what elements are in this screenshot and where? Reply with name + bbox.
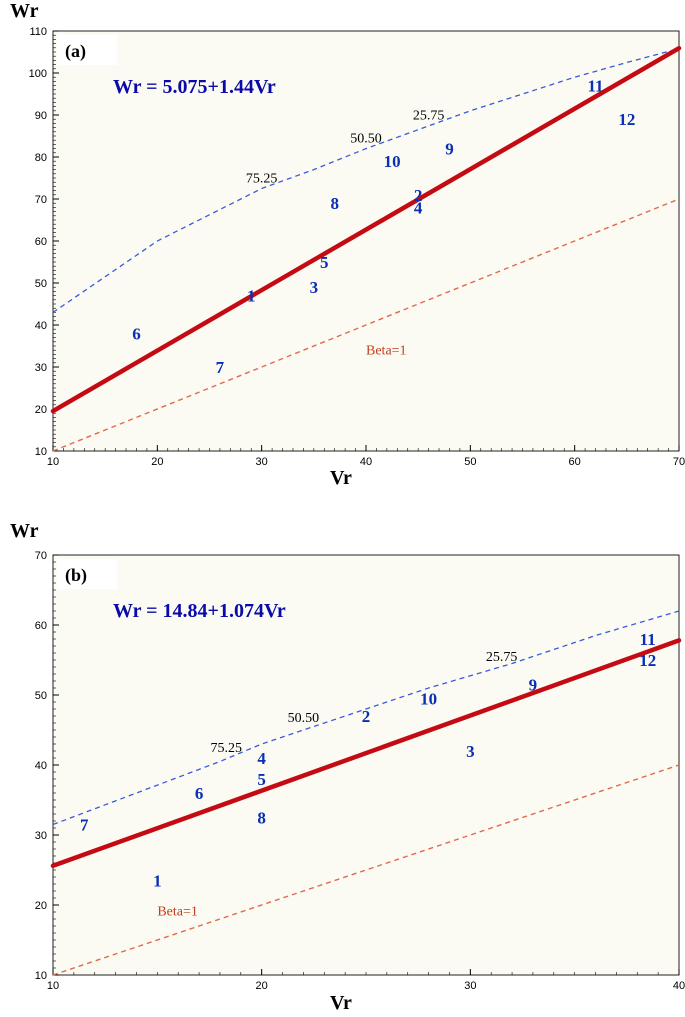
figure-page: Wr 1020304050607010203040506070809010011… xyxy=(0,0,685,1017)
svg-text:5: 5 xyxy=(257,770,266,789)
svg-text:10: 10 xyxy=(420,690,437,709)
svg-text:4: 4 xyxy=(257,749,266,768)
svg-text:Wr = 14.84+1.074Vr: Wr = 14.84+1.074Vr xyxy=(113,600,286,622)
svg-text:12: 12 xyxy=(639,651,656,670)
svg-text:25.75: 25.75 xyxy=(486,650,518,665)
panel-b-x-axis-title: Vr xyxy=(330,992,352,1015)
svg-text:40: 40 xyxy=(673,980,685,992)
svg-text:50: 50 xyxy=(35,690,47,702)
svg-text:50.50: 50.50 xyxy=(288,711,320,726)
svg-text:10: 10 xyxy=(35,970,47,982)
svg-text:11: 11 xyxy=(640,630,656,649)
panel-b-chart: 1020304010203040506070Beta=175.2550.5025… xyxy=(0,0,685,1017)
svg-text:6: 6 xyxy=(195,784,204,803)
svg-text:20: 20 xyxy=(256,980,268,992)
svg-text:(b): (b) xyxy=(65,565,87,586)
svg-text:8: 8 xyxy=(257,809,266,828)
svg-text:3: 3 xyxy=(466,742,475,761)
svg-text:20: 20 xyxy=(35,900,47,912)
svg-text:Beta=1: Beta=1 xyxy=(157,905,198,920)
svg-text:40: 40 xyxy=(35,760,47,772)
svg-text:30: 30 xyxy=(35,830,47,842)
svg-text:60: 60 xyxy=(35,620,47,632)
svg-text:10: 10 xyxy=(47,980,59,992)
svg-text:9: 9 xyxy=(529,676,538,695)
svg-text:70: 70 xyxy=(35,550,47,562)
svg-text:2: 2 xyxy=(362,707,371,726)
svg-text:7: 7 xyxy=(80,816,89,835)
svg-text:75.25: 75.25 xyxy=(210,741,242,756)
svg-text:30: 30 xyxy=(464,980,476,992)
svg-text:1: 1 xyxy=(153,872,162,891)
